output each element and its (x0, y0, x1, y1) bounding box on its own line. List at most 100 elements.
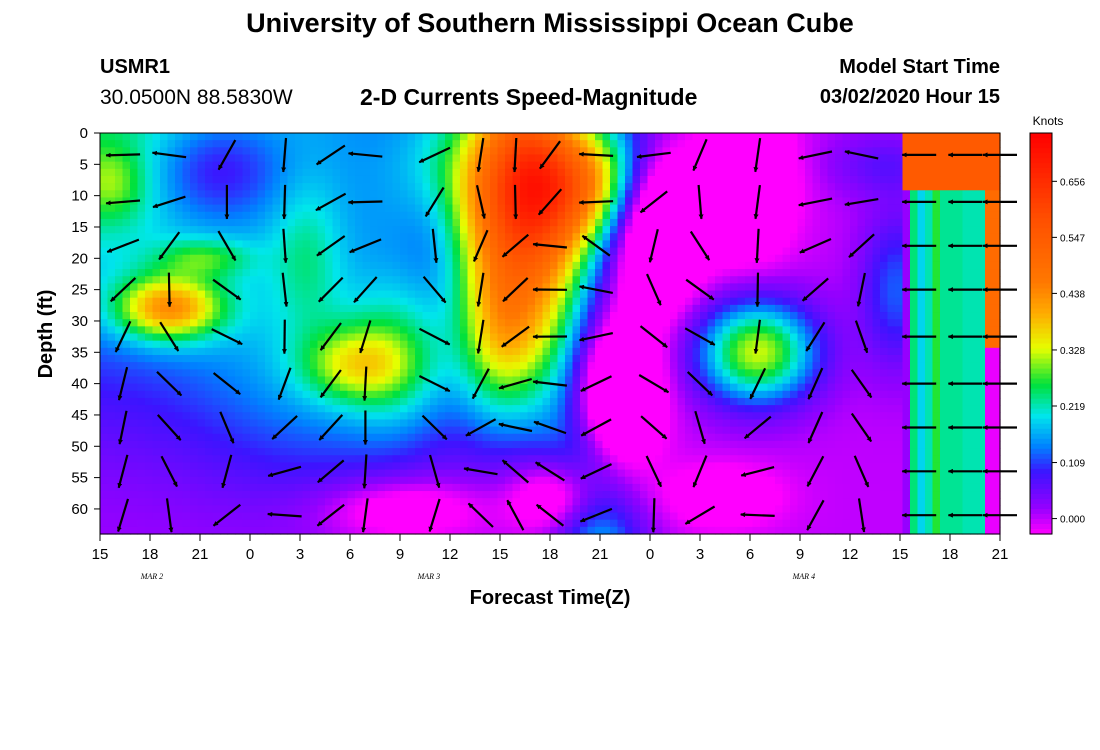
heat-cell (212, 290, 221, 299)
heat-cell (295, 440, 304, 449)
heat-cell (497, 426, 506, 435)
heat-cell (715, 476, 724, 485)
heat-cell (197, 440, 206, 449)
heat-cell (332, 383, 341, 392)
heat-cell (212, 261, 221, 270)
heat-cell (587, 462, 596, 471)
heat-cell (700, 340, 709, 349)
heat-cell (250, 505, 259, 514)
heat-cell (647, 412, 656, 421)
heat-cell (152, 175, 161, 184)
heat-cell (190, 505, 199, 514)
heat-cell (235, 512, 244, 521)
heat-cell (220, 526, 229, 535)
heat-cell (115, 448, 124, 456)
heat-cell (542, 276, 551, 284)
heat-cell (685, 233, 694, 242)
heat-cell (482, 168, 491, 177)
heat-cell (670, 297, 679, 306)
heat-cell (332, 412, 341, 421)
heat-cell (220, 319, 229, 327)
heat-cell (340, 405, 349, 413)
heat-cell (400, 397, 409, 406)
heat-cell (317, 218, 326, 227)
heat-cell (565, 218, 574, 227)
heat-cell (220, 383, 229, 392)
heat-cell (167, 448, 176, 456)
heat-cell (752, 526, 761, 535)
heat-cell (707, 326, 716, 335)
heat-cell (617, 383, 626, 392)
heat-cell (385, 326, 394, 335)
heat-cell (722, 133, 731, 141)
heat-cell (280, 405, 289, 413)
heat-cell (355, 462, 364, 471)
heat-cell (752, 369, 761, 378)
heat-cell (595, 476, 604, 485)
heat-cell (280, 505, 289, 514)
heat-cell (302, 433, 311, 442)
heat-cell (722, 405, 731, 413)
speed-heatmap (100, 133, 1001, 535)
heat-cell (340, 455, 349, 463)
heat-cell (377, 405, 386, 413)
heat-cell (152, 498, 161, 506)
heat-cell (370, 405, 379, 413)
heat-cell (482, 405, 491, 413)
heat-cell (317, 526, 326, 535)
heat-cell (587, 476, 596, 485)
heat-cell (625, 297, 634, 306)
heat-cell (115, 354, 124, 363)
heat-cell (370, 190, 379, 199)
heat-cell (542, 369, 551, 378)
heat-cell (595, 390, 604, 399)
heat-cell (467, 369, 476, 378)
heat-cell (535, 304, 544, 313)
heat-cell (685, 476, 694, 485)
heat-cell (107, 369, 116, 378)
heat-cell (677, 340, 686, 349)
heat-cell (557, 376, 566, 385)
heat-cell (325, 297, 334, 306)
heat-cell (482, 397, 491, 406)
heat-cell (347, 426, 356, 435)
heat-cell (227, 376, 236, 385)
heat-cell (707, 183, 716, 191)
heat-cell (722, 218, 731, 227)
heat-cell (700, 183, 709, 191)
heat-cell (662, 498, 671, 506)
heat-cell (700, 312, 709, 320)
heat-cell (242, 261, 251, 270)
heat-cell (197, 269, 206, 277)
heat-cell (265, 175, 274, 184)
heat-cell (542, 312, 551, 320)
heat-cell (415, 269, 424, 277)
heat-cell (430, 505, 439, 514)
heat-cell (685, 175, 694, 184)
heat-cell (407, 526, 416, 535)
heat-cell (212, 483, 221, 492)
heat-cell (685, 412, 694, 421)
heat-cell (445, 390, 454, 399)
heat-cell (587, 483, 596, 492)
heat-cell (452, 190, 461, 199)
heat-cell (347, 183, 356, 191)
heat-cell (167, 376, 176, 385)
heat-cell (250, 133, 259, 141)
heat-cell (632, 426, 641, 435)
heat-cell (265, 354, 274, 363)
heat-cell (265, 211, 274, 220)
heat-cell (572, 412, 581, 421)
heat-cell (632, 304, 641, 313)
heat-cell (377, 455, 386, 463)
heat-cell (310, 226, 319, 234)
heat-cell (130, 290, 139, 299)
heat-cell (227, 333, 236, 342)
heat-cell (520, 412, 529, 421)
heat-cell (572, 455, 581, 463)
heat-cell (332, 190, 341, 199)
heat-cell (152, 168, 161, 177)
heat-cell (160, 526, 169, 535)
heat-cell (737, 312, 746, 320)
heat-cell (707, 161, 716, 170)
